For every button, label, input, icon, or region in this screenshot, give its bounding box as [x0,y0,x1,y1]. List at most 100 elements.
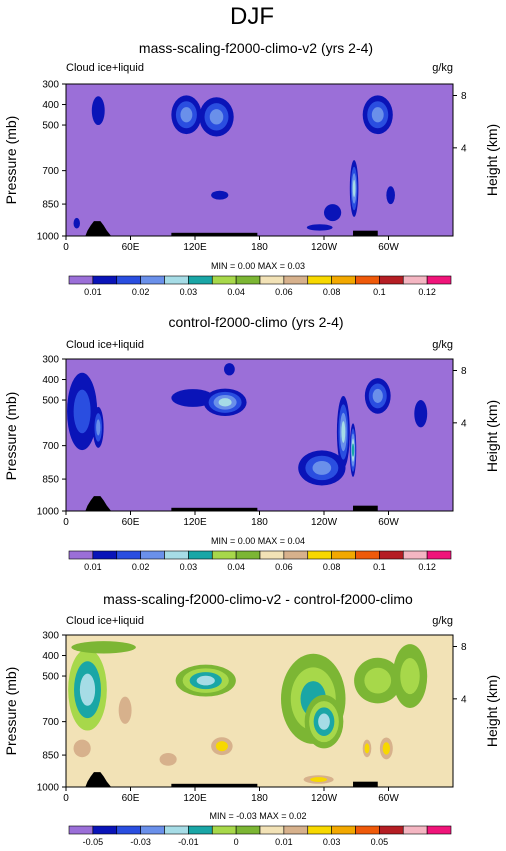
colorbar-label: 0.03 [180,562,198,572]
contour-blob [96,419,101,436]
y-right-tick-label: 8 [461,366,467,377]
x-tick-label: 180 [251,793,268,804]
y-tick-label: 300 [42,355,59,366]
x-tick-label: 120W [311,242,338,253]
colorbar-label: 0.08 [323,562,341,572]
contour-blob [312,461,332,475]
colorbar-box [331,825,356,835]
stats-text: MIN = -0.03 MAX = 0.02 [209,811,306,821]
colorbar-box [355,550,380,560]
x-tick-label: 0 [63,793,69,804]
x-tick-label: 60W [378,517,399,528]
y-tick-label: 300 [42,80,59,91]
stats-text: MIN = 0.00 MAX = 0.04 [211,536,305,546]
colorbar-label: 0.02 [132,287,150,297]
colorbar-label: 0.01 [84,562,102,572]
contour-blob [310,777,328,782]
variable-label: Cloud ice+liquid [66,615,144,627]
y-tick-label: 1000 [37,783,60,794]
colorbar-box [116,275,141,285]
y-tick-label: 700 [42,166,59,177]
variable-label: Cloud ice+liquid [66,339,144,351]
colorbar-label: 0 [234,837,239,847]
x-tick-label: 0 [63,242,69,253]
colorbar-box [307,550,332,560]
colorbar-box [116,825,141,835]
colorbar-box [355,275,380,285]
y-axis-label: Pressure (mb) [3,667,19,756]
colorbar-box [235,825,261,835]
contour-blob [386,186,395,205]
colorbar-label: 0.04 [227,562,245,572]
colorbar-box [68,550,94,560]
colorbar-label: 0.01 [84,287,102,297]
y-axis-right-label: Height (km) [484,675,500,747]
terrain-asia [85,221,112,236]
terrain-asia [85,772,112,787]
contour-blob [352,179,356,198]
colorbar-box [211,550,237,560]
colorbar-box [426,550,452,560]
y-right-tick-label: 8 [461,91,467,102]
y-tick-label: 400 [42,651,59,662]
colorbar-label: 0.12 [418,562,436,572]
x-tick-label: 180 [251,517,268,528]
colorbar-label: 0.1 [373,287,386,297]
units-label: g/kg [432,615,453,627]
y-tick-label: 300 [42,631,59,642]
stats-text: MIN = 0.00 MAX = 0.03 [211,261,305,271]
colorbar-box [164,550,189,560]
y-tick-label: 850 [42,475,59,486]
contour-blob [372,388,383,403]
y-right-tick-label: 4 [461,694,467,705]
contour-blob [364,667,392,694]
colorbar-box [164,825,189,835]
colorbar-box [92,275,118,285]
colorbar-box [402,825,428,835]
contour-blob [73,217,80,229]
x-tick-label: 120W [311,517,338,528]
x-tick-label: 60W [378,793,399,804]
contour-blob [73,389,91,434]
variable-label: Cloud ice+liquid [66,62,144,74]
contour-field [66,635,453,787]
colorbar-box [188,550,213,560]
contour-field [66,84,453,236]
y-tick-label: 850 [42,200,59,211]
y-tick-label: 850 [42,751,59,762]
colorbar-box [331,275,356,285]
y-axis-right-label: Height (km) [484,400,500,472]
y-axis-label: Pressure (mb) [3,392,19,481]
units-label: g/kg [432,62,453,74]
colorbar-box [426,825,452,835]
background-fill [66,359,453,511]
colorbar-box [140,825,165,835]
colorbar-box [331,550,356,560]
colorbar-label: -0.03 [130,837,151,847]
terrain-asia [85,496,112,511]
panel-difference: mass-scaling-f2000-climo-v2 - control-f2… [3,591,500,847]
colorbar-box [402,550,428,560]
colorbar-box [379,275,404,285]
contour-blob [318,713,330,730]
colorbar-box [68,275,94,285]
x-tick-label: 60E [122,793,140,804]
colorbar-box [259,275,285,285]
y-tick-label: 700 [42,441,59,452]
contour-blob [171,389,215,407]
contour-blob [180,107,193,123]
contour-blob [341,421,346,443]
colorbar-box [164,275,189,285]
colorbar-box [211,825,237,835]
units-label: g/kg [432,339,453,351]
colorbar-box [211,275,237,285]
x-tick-label: 60W [378,242,399,253]
colorbar-box [68,825,94,835]
colorbar-label: -0.05 [83,837,104,847]
colorbar-label: 0.12 [418,287,436,297]
colorbar-label: -0.01 [178,837,199,847]
y-tick-label: 500 [42,672,59,683]
y-tick-label: 1000 [37,507,60,518]
colorbar-label: 0.1 [373,562,386,572]
